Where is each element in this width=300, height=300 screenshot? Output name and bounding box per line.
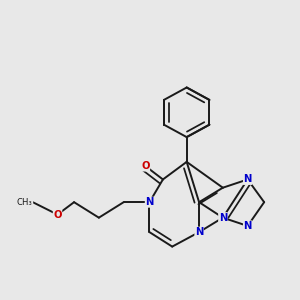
Text: N: N: [243, 221, 252, 231]
Text: CH₃: CH₃: [17, 198, 33, 207]
Text: O: O: [141, 161, 150, 171]
Text: N: N: [243, 174, 252, 184]
Text: N: N: [195, 227, 203, 237]
Text: N: N: [219, 213, 227, 223]
Text: O: O: [53, 210, 62, 220]
Text: N: N: [145, 197, 154, 207]
